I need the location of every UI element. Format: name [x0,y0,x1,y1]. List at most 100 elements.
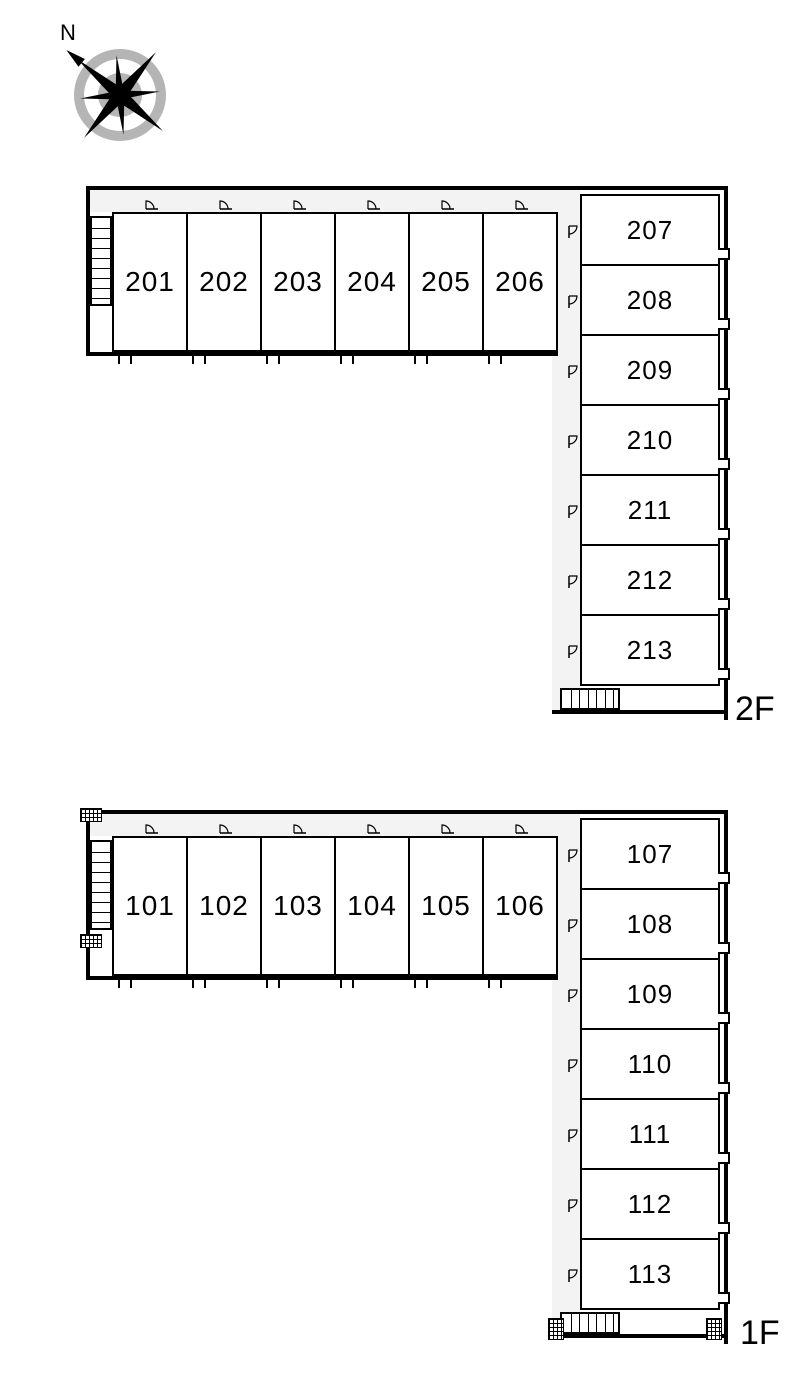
unit-209: 209 [580,334,720,406]
compass-icon: N [20,15,200,160]
window-notch [718,598,730,610]
unit-103: 103 [260,836,336,976]
floor-2F: 201 202 203 204 205 206 207 208 209 210 211 212 213 [0,190,800,750]
unit-210: 210 [580,404,720,476]
door-icon [568,919,578,933]
window-notch [718,388,730,400]
unit-label: 112 [628,1189,672,1220]
unit-110: 110 [580,1028,720,1100]
window-notch [718,318,730,330]
floor-label-1F: 1F [740,1314,780,1353]
door-icon [568,295,578,309]
door-icon [568,575,578,589]
door-icon [568,505,578,519]
unit-label: 109 [627,979,673,1010]
door-icon [568,225,578,239]
unit-label: 111 [629,1119,672,1150]
unit-104: 104 [334,836,410,976]
door-icon [568,849,578,863]
stairs-icon [90,216,112,306]
unit-label: 104 [347,890,397,922]
unit-label: 206 [495,266,545,298]
pillar-hatch [80,934,102,948]
unit-label: 203 [273,266,323,298]
door-icon [568,1059,578,1073]
unit-201: 201 [112,212,188,352]
unit-105: 105 [408,836,484,976]
door-icon [145,824,159,834]
pillar-hatch [548,1318,564,1340]
door-icon [441,824,455,834]
corridor-horizontal [90,814,570,836]
outer-wall [552,1334,726,1338]
pillar-hatch [80,808,102,822]
unit-108: 108 [580,888,720,960]
unit-205: 205 [408,212,484,352]
unit-203: 203 [260,212,336,352]
stairs-icon [560,1312,620,1334]
window-notch [718,248,730,260]
unit-101: 101 [112,836,188,976]
stairs-icon [560,688,620,710]
stairs-icon [90,840,112,930]
outer-wall [552,710,726,714]
window-notch [718,668,730,680]
unit-111: 111 [580,1098,720,1170]
unit-label: 209 [627,355,673,386]
unit-202: 202 [186,212,262,352]
door-icon [568,365,578,379]
door-icon [568,435,578,449]
door-icon [145,200,159,210]
unit-label: 102 [199,890,249,922]
pillar-hatch [706,1318,722,1340]
compass-n-label: N [60,20,76,45]
window-notch [718,1082,730,1094]
unit-label: 202 [199,266,249,298]
unit-label: 110 [628,1049,672,1080]
unit-label: 210 [627,425,673,456]
unit-label: 108 [627,909,673,940]
outer-wall [86,976,558,980]
window-notch [718,528,730,540]
floor-label-2F: 2F [735,690,775,729]
unit-112: 112 [580,1168,720,1240]
door-icon [219,824,233,834]
door-icon [515,824,529,834]
unit-113: 113 [580,1238,720,1310]
unit-label: 208 [627,285,673,316]
unit-label: 101 [125,890,175,922]
door-icon [293,824,307,834]
unit-label: 106 [495,890,545,922]
unit-label: 107 [627,839,673,870]
unit-label: 204 [347,266,397,298]
unit-label: 103 [273,890,323,922]
window-notch [718,942,730,954]
unit-label: 201 [125,266,175,298]
unit-212: 212 [580,544,720,616]
unit-106: 106 [482,836,558,976]
unit-213: 213 [580,614,720,686]
floor-1F: 101 102 103 104 105 106 107 108 109 110 111 112 113 [0,814,800,1374]
unit-208: 208 [580,264,720,336]
unit-102: 102 [186,836,262,976]
door-icon [515,200,529,210]
floor-plan-canvas: N 201 202 203 204 205 206 207 208 209 210 211 212 21… [0,0,800,1376]
window-notch [718,872,730,884]
unit-204: 204 [334,212,410,352]
window-notch [718,1292,730,1304]
corridor-horizontal [90,190,570,212]
outer-wall [86,352,558,356]
unit-107: 107 [580,818,720,890]
unit-label: 212 [627,565,673,596]
door-icon [568,1269,578,1283]
door-icon [219,200,233,210]
unit-label: 207 [627,215,673,246]
unit-206: 206 [482,212,558,352]
door-icon [367,200,381,210]
window-notch [718,458,730,470]
door-icon [568,1199,578,1213]
unit-label: 213 [627,635,673,666]
window-notch [718,1152,730,1164]
unit-label: 211 [628,495,672,526]
unit-211: 211 [580,474,720,546]
